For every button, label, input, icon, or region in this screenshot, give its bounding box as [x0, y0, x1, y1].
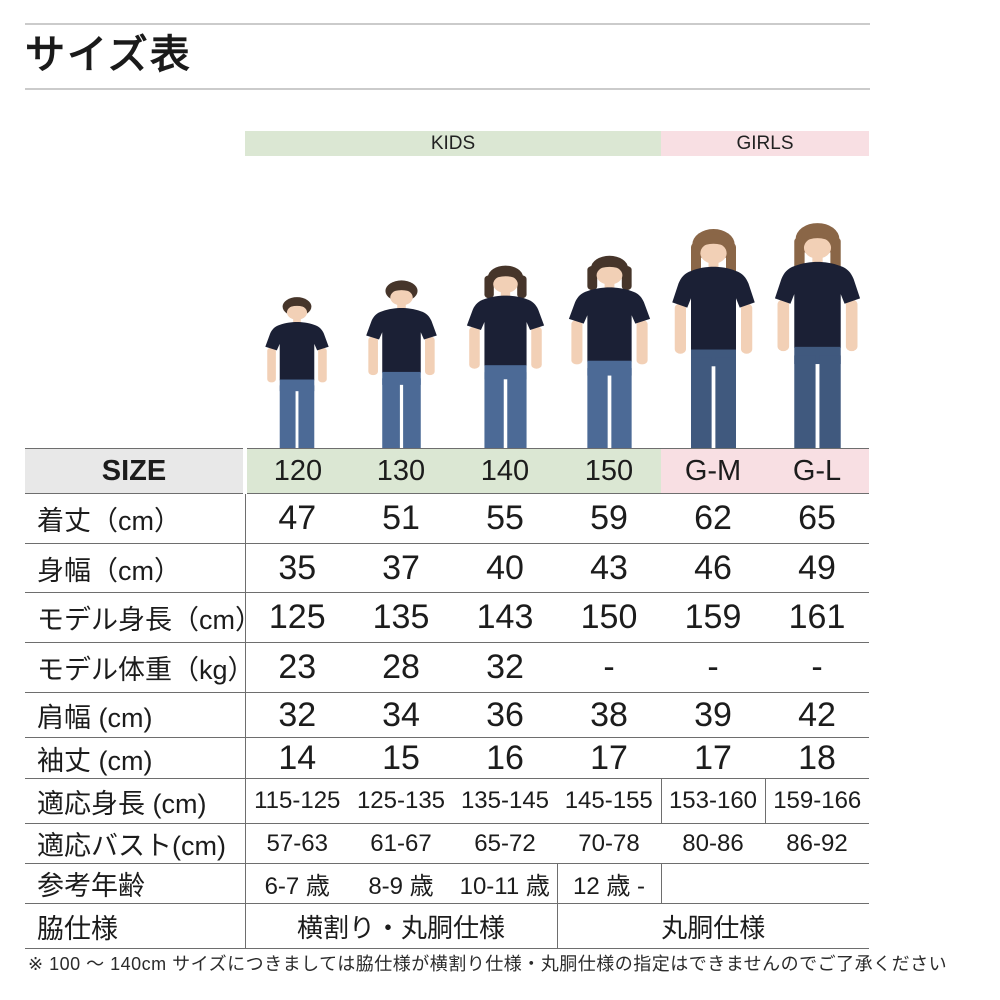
value-cell: 32: [453, 642, 557, 693]
value-cell: 40: [453, 543, 557, 593]
value-cell: 34: [349, 692, 453, 738]
value-cell: [660, 863, 765, 904]
value-cell: 14: [245, 737, 349, 779]
value-cell: 28: [349, 642, 453, 693]
kids-group-header: KIDS: [245, 131, 661, 156]
value-cell: 18: [765, 737, 869, 779]
row-label: 肩幅 (cm): [25, 692, 246, 738]
value-cell: 49: [765, 543, 869, 593]
row-label: 適応身長 (cm): [25, 778, 246, 824]
value-cell: 59: [557, 493, 661, 544]
row-label: モデル体重（kg）: [25, 642, 255, 693]
value-cell: 145-155: [557, 778, 661, 824]
footnote: ※ 100 ～ 140cm サイズにつきましては脇仕様が横割り仕様・丸胴仕様の指…: [28, 954, 948, 974]
table-row: 着丈（cm） 47 51 55 59 62 65: [25, 493, 869, 544]
value-cell: 36: [453, 692, 557, 738]
model-kid-140: [447, 263, 564, 448]
value-cell: 43: [557, 543, 661, 593]
column-header-130: 130: [349, 448, 453, 494]
value-cell: 55: [453, 493, 557, 544]
column-header-140: 140: [453, 448, 557, 494]
value-cell: 115-125: [245, 778, 349, 824]
value-cell: 161: [765, 592, 869, 643]
column-header-G-M: G-M: [661, 448, 765, 494]
table-row: 肩幅 (cm) 32 34 36 38 39 42: [25, 692, 869, 738]
title-bottom-rule: [25, 88, 870, 90]
size-header-label: SIZE: [25, 448, 247, 494]
model-kid-150: [548, 253, 671, 448]
value-cell: 70-78: [557, 823, 661, 864]
model-girl-gl: [753, 222, 882, 448]
value-cell: 135: [349, 592, 453, 643]
value-cell: 61-67: [349, 823, 453, 864]
value-cell: 10-11 歳: [453, 863, 557, 904]
value-cell: 65-72: [453, 823, 557, 864]
girls-group-header: GIRLS: [661, 131, 869, 156]
value-cell: 47: [245, 493, 349, 544]
value-cell: 159: [661, 592, 765, 643]
table-row: 適応バスト(cm) 57-63 61-67 65-72 70-78 80-86 86-92: [25, 823, 869, 864]
table-row: 身幅（cm） 35 37 40 43 46 49: [25, 543, 869, 593]
value-cell: 125: [245, 592, 349, 643]
merged-value-cell: 横割り・丸胴仕様: [245, 903, 557, 949]
row-label: モデル身長（cm）: [25, 592, 262, 643]
column-header-150: 150: [557, 448, 661, 494]
value-cell: 57-63: [245, 823, 349, 864]
row-label: 着丈（cm）: [25, 493, 246, 544]
value-cell: 80-86: [661, 823, 765, 864]
value-cell: 8-9 歳: [349, 863, 453, 904]
value-cell: 16: [453, 737, 557, 779]
value-cell: 37: [349, 543, 453, 593]
value-cell: [765, 863, 869, 904]
value-cell: 46: [661, 543, 765, 593]
row-label: 参考年齢: [25, 863, 246, 904]
column-header-G-L: G-L: [765, 448, 869, 494]
value-cell: 17: [557, 737, 661, 779]
row-label: 脇仕様: [25, 903, 246, 949]
value-cell: 65: [765, 493, 869, 544]
value-cell: 23: [245, 642, 349, 693]
title-top-rule: [25, 23, 870, 25]
value-cell: 86-92: [765, 823, 869, 864]
table-row: 袖丈 (cm) 14 15 16 17 17 18: [25, 737, 869, 779]
table-row: 脇仕様 横割り・丸胴仕様 丸胴仕様: [25, 903, 869, 949]
value-cell: 32: [245, 692, 349, 738]
row-label: 身幅（cm）: [25, 543, 246, 593]
table-row: 参考年齢 6-7 歳 8-9 歳 10-11 歳 12 歳 -: [25, 863, 869, 904]
value-cell: 12 歳 -: [556, 863, 661, 904]
value-cell: 159-166: [764, 778, 869, 824]
table-row: モデル体重（kg） 23 28 32- - -: [25, 642, 869, 693]
model-girl-gm: [651, 228, 776, 448]
value-cell: -: [557, 642, 661, 693]
row-label: 適応バスト(cm): [25, 823, 246, 864]
value-cell: 17: [661, 737, 765, 779]
value-cell: 6-7 歳: [245, 863, 349, 904]
value-cell: 39: [661, 692, 765, 738]
row-label: 袖丈 (cm): [25, 737, 246, 779]
value-cell: 143: [453, 592, 557, 643]
value-cell: 62: [661, 493, 765, 544]
table-row: 適応身長 (cm) 115-125 125-135 135-145 145-155 153…: [25, 778, 869, 824]
value-cell: 15: [349, 737, 453, 779]
value-cell: 125-135: [349, 778, 453, 824]
model-photos: [0, 0, 1000, 448]
value-cell: -: [661, 642, 765, 693]
column-header-120: 120: [245, 448, 349, 494]
model-kid-120: [249, 295, 345, 448]
page-title: サイズ表: [25, 33, 192, 77]
value-cell: 135-145: [453, 778, 557, 824]
table-header-row: SIZE 120 130 140 150 G-M G-L: [25, 448, 869, 494]
value-cell: 38: [557, 692, 661, 738]
value-cell: 42: [765, 692, 869, 738]
model-kid-130: [348, 278, 455, 448]
merged-value-cell: 丸胴仕様: [556, 903, 869, 949]
size-table: SIZE 120 130 140 150 G-M G-L 着丈（cm） 47 51 55 59 62 65…: [25, 448, 869, 949]
value-cell: -: [765, 642, 869, 693]
table-row: モデル身長（cm） 125 135 143 150 159 161: [25, 592, 869, 643]
value-cell: 153-160: [660, 778, 765, 824]
value-cell: 51: [349, 493, 453, 544]
value-cell: 150: [557, 592, 661, 643]
value-cell: 35: [245, 543, 349, 593]
